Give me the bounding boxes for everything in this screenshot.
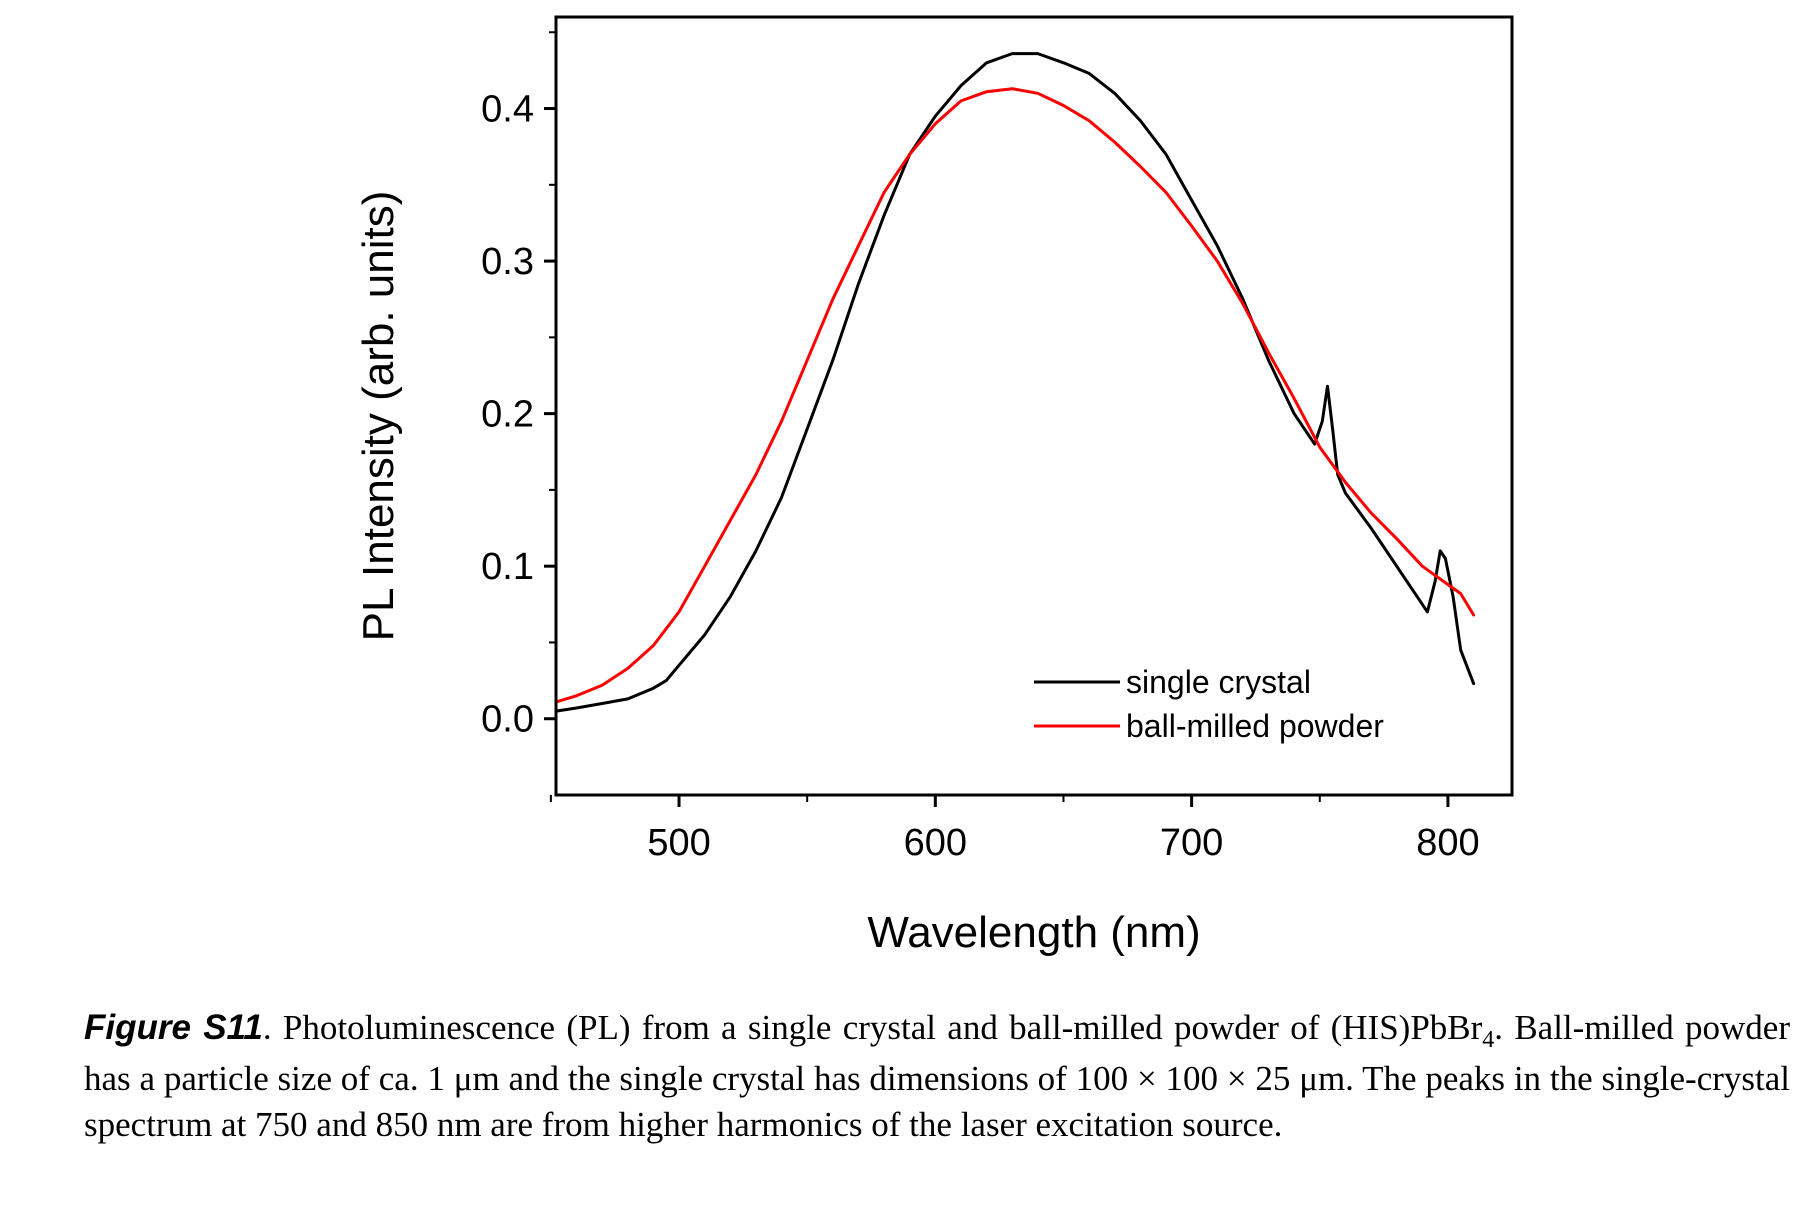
series-line-single-crystal — [556, 54, 1474, 712]
caption-subscript: 4 — [1482, 1027, 1494, 1053]
legend: single crystal ball-milled powder — [1034, 664, 1384, 744]
caption-text-part1: . Photoluminescence (PL) from a single c… — [263, 1008, 1482, 1047]
caption-figure-label: Figure S11 — [84, 1008, 263, 1047]
y-axis-label: PL Intensity (arb. units) — [354, 191, 403, 642]
x-tick-label: 500 — [647, 822, 710, 864]
series-layer — [556, 54, 1474, 712]
x-tick-label: 700 — [1160, 822, 1223, 864]
legend-label-ball-milled-powder: ball-milled powder — [1126, 708, 1384, 744]
figure-caption: Figure S11. Photoluminescence (PL) from … — [84, 1005, 1790, 1147]
series-line-ball-milled-powder — [556, 89, 1474, 702]
x-axis-label: Wavelength (nm) — [867, 908, 1200, 957]
y-tick-label: 0.0 — [481, 699, 534, 741]
y-tick-label: 0.1 — [481, 546, 534, 588]
y-tick-label: 0.3 — [481, 241, 534, 283]
x-tick-label: 800 — [1416, 822, 1479, 864]
legend-label-single-crystal: single crystal — [1126, 664, 1311, 700]
y-tick-label: 0.2 — [481, 394, 534, 436]
y-tick-label: 0.4 — [481, 89, 534, 131]
x-tick-label: 600 — [904, 822, 967, 864]
plot-frame — [556, 17, 1512, 795]
